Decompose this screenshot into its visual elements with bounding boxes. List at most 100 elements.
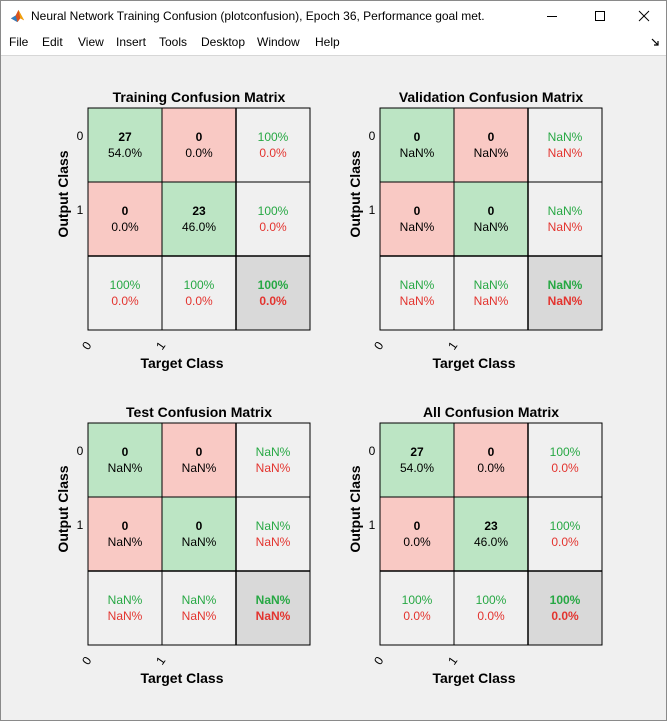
x-axis-label: Target Class xyxy=(433,355,516,371)
matrix-cell xyxy=(161,496,237,572)
menu-window[interactable]: Window xyxy=(257,35,300,49)
matrix-cell xyxy=(161,181,237,257)
matrix-cell xyxy=(87,570,163,646)
close-button[interactable] xyxy=(621,1,666,31)
x-tick-label: 0 xyxy=(371,654,386,668)
cell-error-percent: NaN% xyxy=(108,609,143,623)
x-tick-label: 1 xyxy=(445,339,460,353)
matrix-cell xyxy=(527,107,603,183)
dock-arrow-icon[interactable] xyxy=(650,37,660,47)
cell-correct-percent: 100% xyxy=(184,278,215,292)
cell-correct-percent: 100% xyxy=(258,278,289,292)
matrix-cell xyxy=(453,422,529,498)
cell-percent: 0.0% xyxy=(185,146,213,160)
y-tick-label: 1 xyxy=(77,203,84,217)
matrix-cell xyxy=(235,255,311,331)
y-tick-label: 1 xyxy=(369,203,376,217)
matrix-cell xyxy=(161,422,237,498)
cell-correct-percent: 100% xyxy=(110,278,141,292)
cell-correct-percent: NaN% xyxy=(256,593,291,607)
cell-error-percent: NaN% xyxy=(256,609,291,623)
y-axis-label: Output Class xyxy=(55,465,71,552)
figure-canvas: 27 54.0% 0 0.0% 100% 0.0% 0 0.0% 23 46.0% 100% 0.0%… xyxy=(1,55,666,720)
matrix-title: Test Confusion Matrix xyxy=(126,404,272,420)
confusion-plots: 27 54.0% 0 0.0% 100% 0.0% 0 0.0% 23 46.0% 100% 0.0%… xyxy=(55,89,603,686)
matrix-cell xyxy=(235,181,311,257)
y-axis-label: Output Class xyxy=(347,150,363,237)
close-icon xyxy=(638,10,650,22)
x-axis-label: Target Class xyxy=(433,670,516,686)
matrix-cell xyxy=(235,422,311,498)
matrix-cell xyxy=(453,107,529,183)
matrix-cell xyxy=(161,107,237,183)
matrix-cell xyxy=(527,496,603,572)
cell-count: 0 xyxy=(488,445,495,459)
matrix-cell xyxy=(379,255,455,331)
cell-error-percent: 0.0% xyxy=(111,294,139,308)
cell-error-percent: 0.0% xyxy=(259,146,287,160)
menu-help[interactable]: Help xyxy=(315,35,340,49)
menu-edit[interactable]: Edit xyxy=(42,35,63,49)
matrix-cell xyxy=(379,181,455,257)
menu-file[interactable]: File xyxy=(9,35,29,49)
matrix-cell xyxy=(453,570,529,646)
cell-percent: NaN% xyxy=(182,461,217,475)
cell-correct-percent: NaN% xyxy=(256,519,291,533)
matrix-cell xyxy=(453,496,529,572)
maximize-button[interactable] xyxy=(577,1,623,31)
cell-error-percent: NaN% xyxy=(474,294,509,308)
cell-count: 0 xyxy=(414,204,421,218)
matrix-cell xyxy=(379,570,455,646)
menu-insert[interactable]: Insert xyxy=(116,35,147,49)
cell-correct-percent: 100% xyxy=(258,130,289,144)
cell-count: 0 xyxy=(414,130,421,144)
window-title: Neural Network Training Confusion (plotc… xyxy=(31,9,485,23)
title-bar[interactable]: Neural Network Training Confusion (plotc… xyxy=(1,1,666,31)
y-tick-label: 0 xyxy=(77,444,84,458)
cell-error-percent: NaN% xyxy=(548,146,583,160)
confusion-matrix-2: 0 NaN% 0 NaN% NaN% NaN% 0 NaN% 0 NaN% NaN% NaN% NaN%… xyxy=(55,404,311,686)
confusion-matrix-0: 27 54.0% 0 0.0% 100% 0.0% 0 0.0% 23 46.0% 100% 0.0%… xyxy=(55,89,311,371)
cell-percent: 46.0% xyxy=(474,535,508,549)
cell-correct-percent: 100% xyxy=(476,593,507,607)
menu-view[interactable]: View xyxy=(78,35,104,49)
cell-percent: 54.0% xyxy=(108,146,142,160)
cell-correct-percent: NaN% xyxy=(548,204,583,218)
cell-count: 27 xyxy=(118,130,132,144)
cell-correct-percent: NaN% xyxy=(108,593,143,607)
minimize-button[interactable] xyxy=(529,1,575,31)
x-axis-label: Target Class xyxy=(141,670,224,686)
cell-correct-percent: 100% xyxy=(258,204,289,218)
cell-percent: NaN% xyxy=(108,461,143,475)
matrix-cell xyxy=(235,570,311,646)
matrix-cell xyxy=(527,181,603,257)
cell-percent: NaN% xyxy=(108,535,143,549)
cell-error-percent: 0.0% xyxy=(551,535,579,549)
y-tick-label: 1 xyxy=(369,518,376,532)
cell-count: 0 xyxy=(196,130,203,144)
cell-count: 0 xyxy=(196,519,203,533)
cell-correct-percent: NaN% xyxy=(400,278,435,292)
cell-error-percent: 0.0% xyxy=(259,294,287,308)
x-tick-label: 0 xyxy=(371,339,386,353)
cell-correct-percent: 100% xyxy=(550,519,581,533)
cell-count: 0 xyxy=(122,519,129,533)
y-tick-label: 0 xyxy=(369,444,376,458)
menu-tools[interactable]: Tools xyxy=(159,35,188,49)
y-tick-label: 0 xyxy=(369,129,376,143)
matrix-cell xyxy=(527,255,603,331)
cell-error-percent: 0.0% xyxy=(403,609,431,623)
menu-desktop[interactable]: Desktop xyxy=(201,35,246,49)
cell-error-percent: 0.0% xyxy=(185,294,213,308)
cell-correct-percent: NaN% xyxy=(182,593,217,607)
x-axis-label: Target Class xyxy=(141,355,224,371)
matrix-cell xyxy=(87,422,163,498)
cell-error-percent: NaN% xyxy=(548,220,583,234)
x-tick-label: 1 xyxy=(445,654,460,668)
cell-percent: 46.0% xyxy=(182,220,216,234)
matrix-cell xyxy=(527,422,603,498)
cell-error-percent: 0.0% xyxy=(551,461,579,475)
cell-error-percent: NaN% xyxy=(256,461,291,475)
cell-count: 23 xyxy=(192,204,206,218)
